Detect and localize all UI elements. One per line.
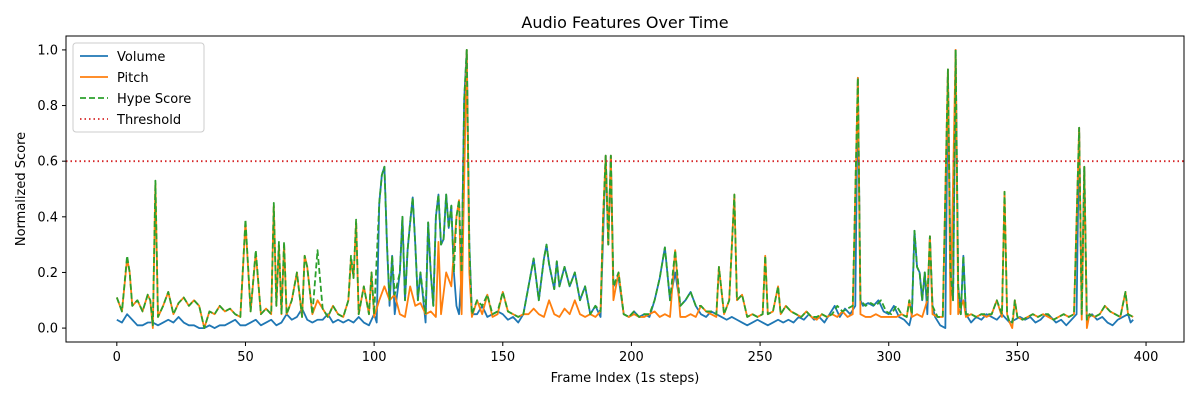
legend: Volume Pitch Hype Score Threshold [72,42,205,133]
plot-area [65,35,1185,343]
legend-label-threshold: Threshold [116,113,181,128]
legend-box [72,42,205,133]
x-tick-label: 250 [748,350,773,365]
x-tick-label: 200 [619,350,644,365]
x-tick-label: 400 [1134,350,1159,365]
legend-label-pitch: Pitch [117,71,149,86]
x-tick-label: 300 [876,350,901,365]
y-tick-label: 1.0 [37,43,58,58]
y-tick-label: 0.8 [37,99,58,114]
series-line-hype-score [115,49,1134,329]
x-tick-label: 100 [362,350,387,365]
x-tick-label: 350 [1005,350,1030,365]
legend-label-volume: Volume [117,50,165,65]
legend-label-hype-score: Hype Score [117,92,191,107]
plot-frame [65,35,1185,343]
x-tick-label: 0 [113,350,121,365]
y-tick-label: 0.0 [37,322,58,337]
x-axis: 0 50 100 150 200 250 300 350 400 [113,342,1159,365]
y-axis-label: Normalized Score [14,132,29,246]
x-tick-label: 150 [490,350,515,365]
x-axis-label: Frame Index (1s steps) [551,371,700,386]
y-tick-label: 0.2 [37,266,58,281]
y-tick-label: 0.4 [37,210,58,225]
series-layer [66,49,1184,329]
y-tick-label: 0.6 [37,155,58,170]
x-tick-label: 50 [237,350,254,365]
y-axis: 0.0 0.2 0.4 0.6 0.8 1.0 [37,43,66,337]
chart-title: Audio Features Over Time [521,13,728,32]
